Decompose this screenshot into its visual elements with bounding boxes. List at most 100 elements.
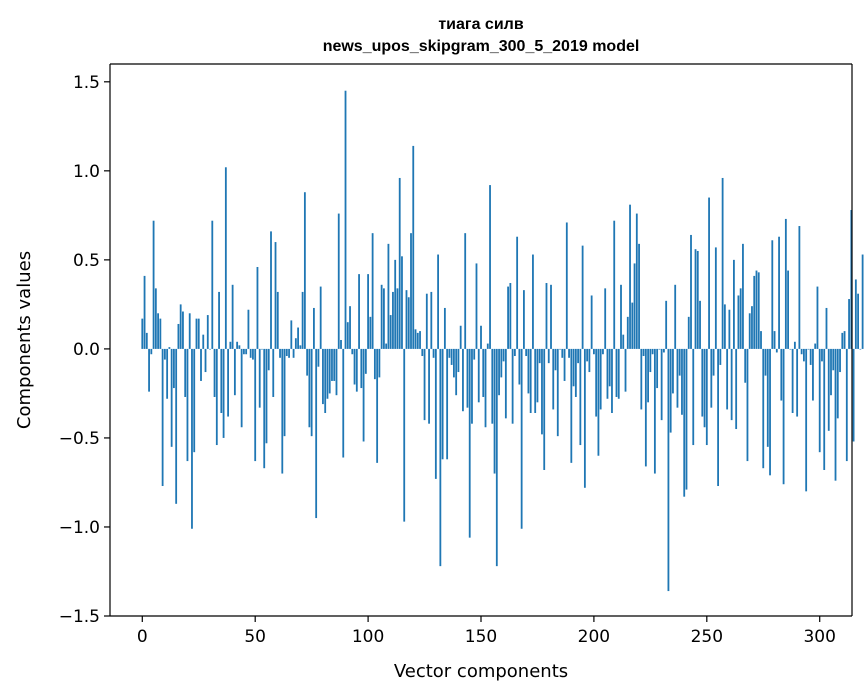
bar-28 xyxy=(204,348,207,373)
bar-91 xyxy=(346,322,349,349)
bar-148 xyxy=(475,263,478,349)
bar-151 xyxy=(482,348,485,397)
bar-73 xyxy=(306,348,309,376)
bar-76 xyxy=(313,307,315,349)
bar-314 xyxy=(850,210,853,349)
bar-266 xyxy=(742,243,744,349)
bar-97 xyxy=(360,348,363,389)
bar-66 xyxy=(290,320,293,349)
bar-17 xyxy=(179,304,182,349)
bar-294 xyxy=(805,348,808,492)
bar-141 xyxy=(459,325,462,349)
bar-318 xyxy=(859,348,862,350)
bar-136 xyxy=(448,348,451,358)
bar-303 xyxy=(825,307,828,349)
x-tick-label-300: 300 xyxy=(803,627,835,647)
bar-37 xyxy=(224,167,227,349)
bar-8 xyxy=(159,318,162,349)
bar-39 xyxy=(229,341,232,349)
bar-257 xyxy=(721,177,724,349)
bar-134 xyxy=(443,307,446,349)
bar-167 xyxy=(518,348,521,385)
bar-121 xyxy=(414,329,417,349)
bar-105 xyxy=(378,348,381,378)
bar-153 xyxy=(486,343,489,349)
bar-27 xyxy=(202,334,205,349)
bar-181 xyxy=(550,284,552,349)
bar-243 xyxy=(690,234,692,349)
bar-158 xyxy=(498,348,500,396)
bar-165 xyxy=(513,348,516,357)
bar-22 xyxy=(191,348,193,529)
bar-194 xyxy=(579,348,582,446)
y-axis-label: Components values xyxy=(14,251,35,429)
bar-138 xyxy=(453,348,455,378)
bar-267 xyxy=(744,348,747,383)
bar-205 xyxy=(604,288,607,349)
y-tick-label-6: 1.5 xyxy=(73,73,100,93)
bar-147 xyxy=(473,348,476,360)
bar-111 xyxy=(392,291,394,349)
chart-title: тиага силв xyxy=(438,16,523,33)
bar-100 xyxy=(367,274,369,349)
bar-96 xyxy=(358,274,360,349)
bar-53 xyxy=(261,348,263,350)
bar-166 xyxy=(516,236,519,349)
bar-6 xyxy=(154,288,157,349)
bar-95 xyxy=(355,348,358,392)
bar-285 xyxy=(784,218,787,349)
bar-32 xyxy=(213,348,216,397)
bar-169 xyxy=(523,290,525,349)
bar-217 xyxy=(631,302,634,349)
bar-146 xyxy=(471,348,473,424)
bar-244 xyxy=(692,348,695,446)
y-tick-label-0: −1.5 xyxy=(59,607,100,627)
bar-113 xyxy=(396,288,399,349)
bar-176 xyxy=(538,348,541,364)
bar-204 xyxy=(602,348,604,355)
bar-200 xyxy=(593,348,595,355)
bar-51 xyxy=(256,266,259,349)
bar-219 xyxy=(635,213,638,349)
bar-21 xyxy=(188,313,191,349)
x-tick-label-200: 200 xyxy=(578,627,610,647)
bar-15 xyxy=(175,348,178,504)
bar-62 xyxy=(281,348,284,474)
bar-133 xyxy=(441,348,444,460)
bar-249 xyxy=(703,348,706,428)
bar-117 xyxy=(405,290,408,349)
bar-40 xyxy=(231,284,234,349)
bar-201 xyxy=(595,348,598,417)
bar-299 xyxy=(816,286,819,349)
bar-203 xyxy=(599,348,602,410)
bar-123 xyxy=(419,331,421,349)
bar-35 xyxy=(220,348,223,413)
bar-207 xyxy=(608,348,611,387)
bar-115 xyxy=(401,256,403,349)
x-tick-label-250: 250 xyxy=(691,627,723,647)
bar-52 xyxy=(258,348,261,408)
bar-152 xyxy=(484,348,487,428)
bar-265 xyxy=(739,288,742,349)
bar-281 xyxy=(775,348,778,353)
bar-280 xyxy=(773,331,776,349)
bar-89 xyxy=(342,348,345,458)
bar-246 xyxy=(696,250,699,349)
bar-212 xyxy=(620,284,622,349)
bar-300 xyxy=(818,348,821,453)
bar-4 xyxy=(150,348,153,355)
bar-67 xyxy=(292,348,295,358)
bar-44 xyxy=(240,348,243,428)
bar-31 xyxy=(211,220,214,349)
bar-81 xyxy=(324,348,327,413)
bar-59 xyxy=(274,242,277,349)
bar-229 xyxy=(658,348,661,350)
bar-288 xyxy=(791,348,794,413)
bar-223 xyxy=(644,348,647,467)
bar-238 xyxy=(678,348,681,376)
bar-64 xyxy=(285,348,288,357)
bar-90 xyxy=(344,90,347,349)
bar-274 xyxy=(760,331,762,349)
bar-183 xyxy=(554,348,557,371)
